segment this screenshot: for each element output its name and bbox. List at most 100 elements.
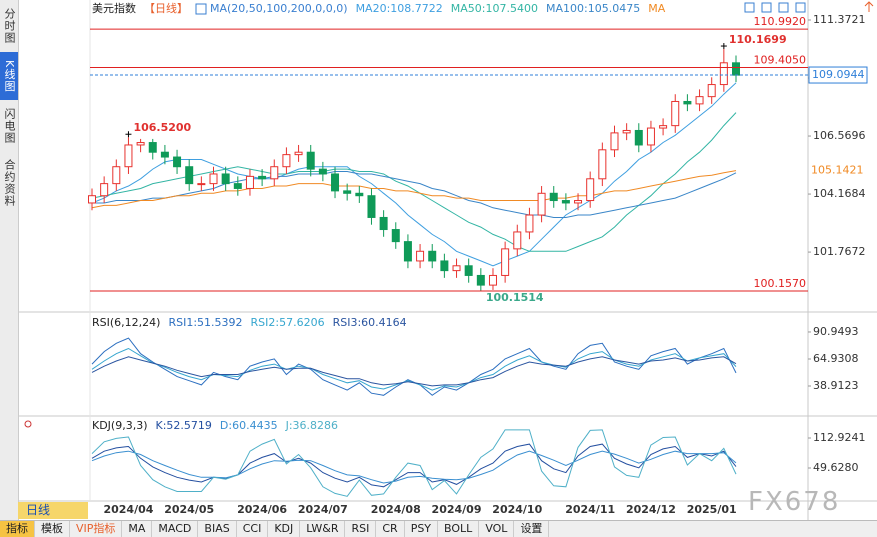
indicator-label: MA(20,50,100,200,0,0,0) (210, 2, 348, 15)
x-tick-label: 2024/09 (432, 503, 482, 516)
sidebar: 分时图 K线图 闪电图 合约资料 (0, 0, 19, 520)
last-price-label: 109.0944 (812, 68, 865, 81)
x-tick-label: 2024/08 (371, 503, 421, 516)
candle-body (646, 127, 655, 146)
candle-body (124, 144, 133, 168)
candle-body (112, 166, 121, 185)
bottom-tab[interactable]: VIP指标 (70, 521, 123, 537)
bottom-tab[interactable]: VOL (479, 521, 515, 537)
candle-body (464, 265, 473, 276)
bottom-bar: 指标 模板 VIP指标 MA MACD BIAS CCI KDJ LW&R RSI CR PSY BOL… (0, 520, 877, 537)
candle-body (671, 100, 680, 127)
x-tick-label: 2024/04 (103, 503, 153, 516)
candle-body (391, 229, 400, 243)
candle-body (331, 173, 340, 192)
candle-body (476, 274, 485, 286)
bottom-tab[interactable]: CR (376, 521, 405, 537)
candle-body (719, 62, 728, 86)
candle-body (452, 265, 461, 272)
bottom-tab[interactable]: 设置 (514, 521, 550, 537)
bottom-tab[interactable]: 指标 (0, 521, 35, 537)
bottom-tab[interactable]: CCI (237, 521, 269, 537)
candle-body (561, 200, 570, 204)
x-tick-label: 2024/07 (298, 503, 348, 516)
candle-body (355, 192, 364, 197)
candle-body (209, 173, 218, 185)
legend-entry: MA20:108.7722 (356, 2, 443, 15)
bottom-tab[interactable]: MACD (152, 521, 199, 537)
candle-body (367, 195, 376, 218)
settings-icon[interactable] (24, 420, 32, 428)
icon[interactable] (761, 2, 772, 13)
candle-body (88, 195, 96, 204)
bottom-tab[interactable]: MA (122, 521, 153, 537)
bottom-tab[interactable]: LW&R (300, 521, 346, 537)
series-line (91, 443, 737, 488)
bottom-tab[interactable]: BOLL (438, 521, 480, 537)
candle-body (683, 100, 692, 105)
candle-body (549, 192, 558, 202)
series-line (91, 170, 737, 209)
indicator-icon (195, 3, 207, 15)
bottom-tab[interactable]: PSY (405, 521, 439, 537)
series-line (91, 450, 737, 484)
candle-body (233, 183, 242, 189)
candle-body (197, 183, 206, 186)
y-tick-label: 38.9123 (813, 379, 859, 392)
candle-body (622, 129, 631, 134)
x-tick-label: 2024/11 (565, 503, 615, 516)
y-tick-label: 104.1684 (813, 187, 866, 200)
candle-body (258, 175, 267, 180)
legend-entry: J:36.8286 (285, 419, 338, 432)
candle-body (659, 125, 668, 129)
candle-body (379, 216, 388, 231)
candle-body (428, 250, 437, 262)
candle-body (282, 154, 291, 168)
sidebar-tab[interactable]: 闪电图 (3, 108, 16, 144)
icon[interactable] (744, 2, 755, 13)
candle-body (403, 241, 412, 262)
candle-body (221, 173, 230, 185)
legend-entry: MA100:105.0475 (546, 2, 640, 15)
candle-body (100, 183, 109, 197)
icon[interactable] (795, 2, 806, 13)
last-price-box (808, 66, 868, 84)
candle-body (610, 132, 619, 151)
candle-body (136, 142, 145, 146)
x-tick-label: 2024/12 (626, 503, 676, 516)
x-tick-label: 2024/05 (164, 503, 214, 516)
candle-body (148, 142, 157, 153)
candle-body (695, 96, 704, 105)
bottom-tab[interactable]: 模板 (35, 521, 70, 537)
bottom-tab[interactable]: RSI (345, 521, 377, 537)
series-line (91, 429, 737, 497)
candle-body (586, 178, 595, 202)
y-tick-label: 49.6280 (813, 461, 859, 474)
toolbar-icons (744, 1, 874, 13)
sidebar-tab[interactable]: K线图 (0, 52, 18, 100)
series-line (91, 356, 737, 387)
sidebar-tab[interactable]: 分时图 (3, 8, 16, 44)
x-tick-label: 2024/06 (237, 503, 287, 516)
series-line (91, 112, 737, 252)
candle-body (245, 175, 254, 189)
period-tab[interactable]: 日线 (18, 502, 88, 519)
candle-body (634, 129, 643, 146)
legend-entry: RSI3:60.4164 (333, 316, 407, 329)
legend-entry: RSI1:51.5392 (168, 316, 242, 329)
pane-title: RSI(6,12,24) (92, 316, 160, 329)
candle-body (488, 274, 497, 286)
legend-entry: MA50:107.5400 (451, 2, 538, 15)
y-tick-label: 106.5696 (813, 129, 866, 142)
icon[interactable] (864, 1, 874, 12)
sidebar-tab[interactable]: 合约资料 (3, 159, 16, 207)
bottom-tab[interactable]: BIAS (198, 521, 237, 537)
icon[interactable] (778, 2, 789, 13)
bottom-tab[interactable]: KDJ (268, 521, 301, 537)
candle-body (343, 190, 352, 194)
legend-entry: RSI2:57.6206 (251, 316, 325, 329)
y-tick-label: 64.9308 (813, 352, 859, 365)
reference-label: 109.4050 (754, 54, 807, 67)
